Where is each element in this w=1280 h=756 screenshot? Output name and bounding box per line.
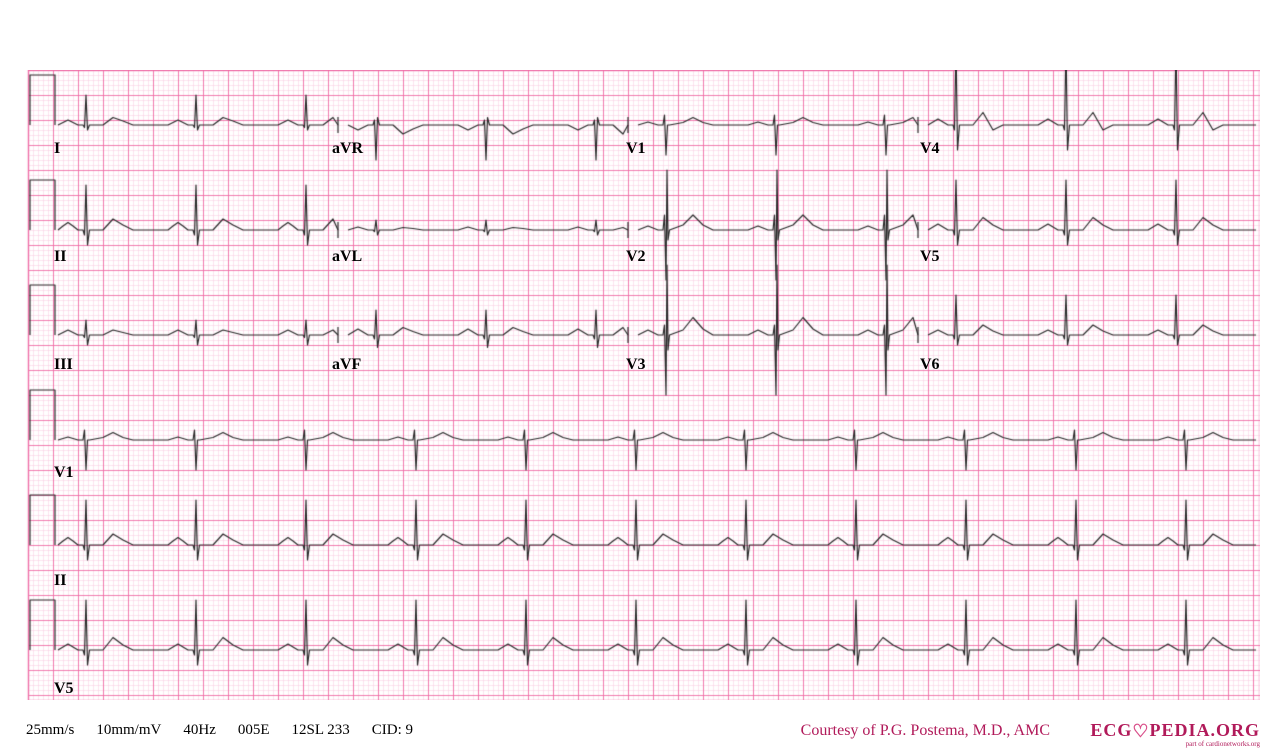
logo-subtitle: part of cardionetworks.org (1186, 740, 1260, 748)
logo-text-right: PEDIA.ORG (1149, 720, 1260, 740)
lead-label: I (54, 140, 60, 158)
setting-value: 25mm/s (26, 722, 74, 738)
lead-label: aVR (332, 140, 363, 158)
lead-label: V1 (54, 464, 74, 482)
lead-label: V4 (920, 140, 940, 158)
ecg-chart: IaVR V1 V4 II aVL V2 V5 III aVF V3 V6 V1 II V5 (20, 70, 1260, 700)
lead-label: V6 (920, 356, 940, 374)
ecg-canvas (20, 70, 1260, 700)
courtesy-text: Courtesy of P.G. Postema, M.D., AMC (801, 722, 1050, 740)
lead-label: II (54, 572, 66, 590)
setting-value: 10mm/mV (96, 722, 161, 738)
logo-text-left: ECG (1090, 720, 1132, 740)
lead-label: aVF (332, 356, 361, 374)
setting-value: 12SL 233 (292, 722, 350, 738)
ecgpedia-logo: ECG♡PEDIA.ORG (1090, 720, 1260, 741)
recording-settings: 25mm/s 10mm/mV 40Hz 005E 12SL 233 CID: 9 (26, 722, 435, 739)
lead-label: V1 (626, 140, 646, 158)
lead-label: aVL (332, 248, 362, 266)
setting-value: 40Hz (183, 722, 216, 738)
lead-label: V5 (920, 248, 940, 266)
lead-label: V5 (54, 680, 74, 698)
setting-value: 005E (238, 722, 270, 738)
lead-label: V2 (626, 248, 646, 266)
setting-value: CID: 9 (372, 722, 413, 738)
footer: 25mm/s 10mm/mV 40Hz 005E 12SL 233 CID: 9 Cour… (20, 722, 1260, 742)
heart-icon: ♡ (1132, 721, 1149, 742)
lead-label: III (54, 356, 73, 374)
lead-label: II (54, 248, 66, 266)
lead-label: V3 (626, 356, 646, 374)
